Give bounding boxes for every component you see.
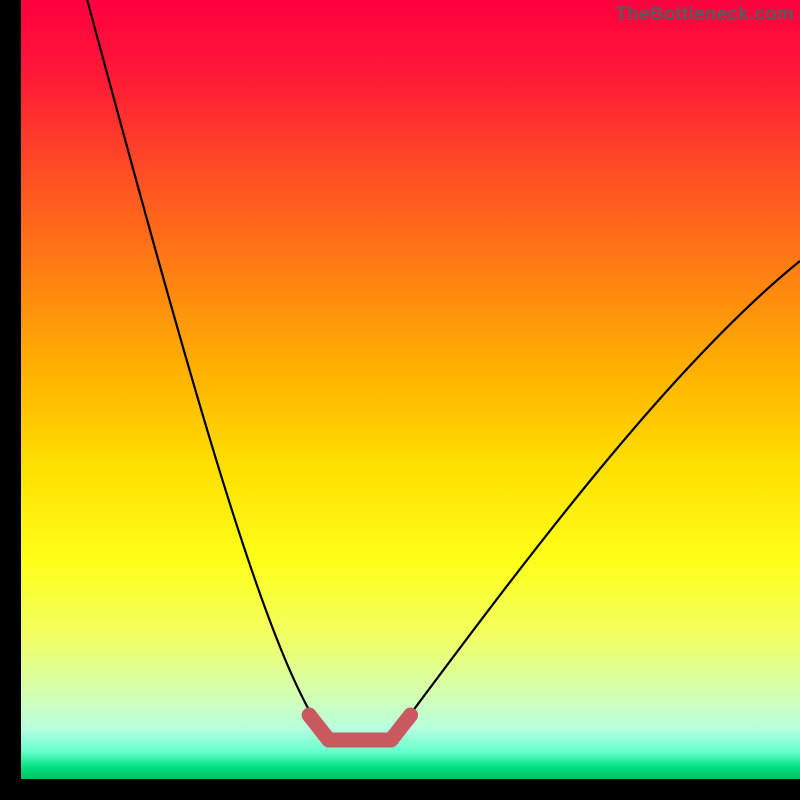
bottleneck-chart — [21, 0, 800, 779]
chart-background — [21, 0, 800, 779]
valley-dot — [403, 708, 418, 723]
chart-frame: TheBottleneck.com — [0, 0, 800, 800]
watermark-text: TheBottleneck.com — [615, 4, 794, 26]
valley-dot — [302, 708, 317, 723]
